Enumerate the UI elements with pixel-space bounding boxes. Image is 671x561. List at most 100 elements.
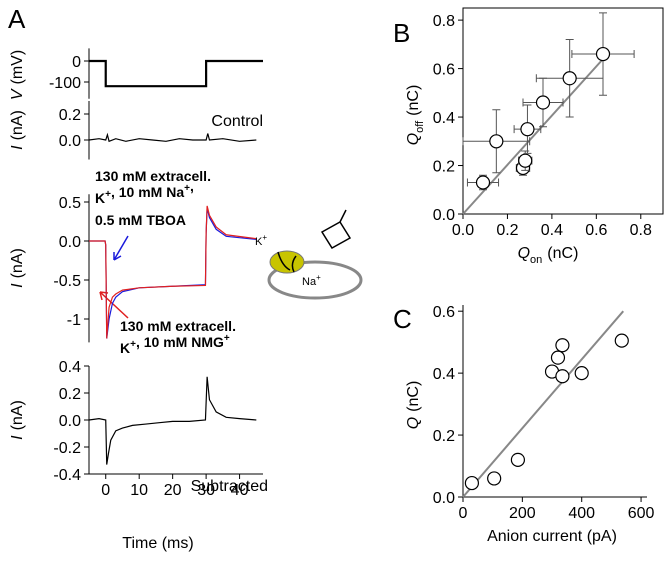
y-axis-title: I (nA)	[9, 248, 26, 288]
text-part: (mV)	[9, 50, 26, 85]
x-tick-label: 20	[164, 482, 182, 499]
y-tick-label: 0.2	[433, 428, 455, 445]
panel: A 0 -100	[8, 4, 263, 99]
text-part: I	[9, 283, 26, 288]
point	[489, 134, 504, 149]
x-tick-label: 0	[101, 482, 110, 499]
y-tick-label: 0.0	[59, 234, 81, 251]
trace	[88, 132, 257, 143]
y-tick-label: -0.2	[53, 440, 81, 457]
point	[555, 369, 570, 384]
annotation: 0.5 mM TBOA	[95, 212, 186, 228]
diagram-label: Na+	[302, 273, 321, 288]
y-tick-label: -100	[49, 75, 81, 92]
flux-arrows	[277, 251, 297, 273]
y-tick-label: 0.4	[433, 366, 455, 383]
text-part: , 10 mM NMG	[136, 334, 224, 350]
x-tick-label: 10	[130, 482, 148, 499]
text-part: I	[9, 435, 26, 440]
x-tick-label: 0.2	[496, 222, 518, 239]
cell-diagram	[267, 209, 363, 300]
text-part: K	[255, 236, 263, 248]
y-tick-label: 0.4	[433, 110, 455, 127]
text-part: (nA)	[9, 110, 26, 140]
y-tick-label: 0	[72, 54, 81, 71]
point	[555, 338, 570, 353]
x-tick-label: 0.6	[585, 222, 607, 239]
y-axis-title: V (mV)	[9, 50, 26, 100]
text-part: Q	[518, 245, 530, 262]
text-part: 130 mM extracell.	[120, 318, 236, 334]
y-tick-label: 0.6	[433, 304, 455, 321]
panel-label: A	[8, 4, 26, 34]
text-part: 130 mM extracell.	[95, 168, 211, 184]
y-axis-title: Q (nC)	[405, 381, 422, 430]
x-tick-label: 0.4	[541, 222, 563, 239]
transporter	[269, 250, 305, 274]
diagram-label: K+	[255, 233, 267, 248]
text-part: +	[130, 339, 136, 350]
text-part: V	[9, 88, 26, 100]
fit-line	[462, 310, 625, 498]
text-part: (nC)	[547, 245, 578, 262]
y-tick-label: -1	[67, 312, 81, 329]
trace	[89, 59, 263, 88]
text-part: , 10 mM Na	[111, 184, 184, 200]
y-tick-label: 0.0	[433, 490, 455, 507]
point	[520, 122, 535, 137]
y-axis-title: I (nA)	[9, 400, 26, 440]
text-part: +	[105, 189, 111, 200]
x-tick-label: 600	[628, 505, 655, 522]
y-tick-label: 0.2	[59, 386, 81, 403]
y-tick-label: 0.4	[59, 359, 81, 376]
point	[464, 475, 480, 491]
x-tick-label: 40	[231, 482, 249, 499]
y-tick-label: 0.5	[59, 195, 81, 212]
trace	[89, 205, 257, 339]
annotation: Control	[211, 113, 263, 130]
trace	[88, 376, 257, 465]
x-tick-label: 400	[568, 505, 595, 522]
y-tick-label: 0.8	[433, 13, 455, 30]
pipette	[320, 209, 352, 250]
y-tick-label: 0.0	[433, 207, 455, 224]
text-part: +	[184, 183, 190, 194]
y-tick-label: -0.5	[53, 273, 81, 290]
point	[595, 46, 611, 62]
text-part: 0.5 mM TBOA	[95, 212, 186, 228]
annotation: Subtracted	[191, 478, 268, 495]
point	[475, 175, 491, 190]
x-tick-label: 0.8	[630, 222, 652, 239]
text-part: (nC)	[405, 85, 422, 116]
x-tick-label: 30	[197, 482, 215, 499]
point	[510, 452, 526, 467]
annotation: 130 mM extracell.	[95, 168, 211, 184]
y-tick-label: 0.0	[59, 413, 81, 430]
cell	[267, 260, 363, 300]
text-part: (nA)	[9, 248, 26, 278]
point	[614, 333, 629, 348]
point	[574, 366, 589, 381]
annotation: K+, 10 mM Na+,	[95, 178, 194, 206]
panel: 0.2 0.0 Control	[59, 101, 263, 160]
y-axis-title: I (nA)	[9, 110, 26, 150]
point	[550, 350, 566, 365]
panel: C 0.0 0.2 0.4 0.6 0 200 400 600	[393, 304, 655, 522]
plot-frame	[462, 7, 664, 215]
point	[518, 153, 533, 168]
x-axis-title: Qon (nC)	[518, 245, 579, 266]
x-axis-title: Time (ms)	[122, 535, 193, 552]
y-tick-label: 0.6	[433, 62, 455, 79]
text-part: K	[95, 190, 105, 206]
blue-arrow	[113, 235, 129, 261]
point	[562, 71, 577, 86]
y-tick-label: 0.2	[433, 159, 455, 176]
text-part: +	[224, 333, 230, 344]
panel: B 0.0 0.2 0.4 0.6 0.8 0.0 0.2 0.4 0.6 0.8	[393, 7, 664, 239]
x-axis-title: Anion current (pA)	[487, 528, 617, 545]
panel-label: C	[393, 304, 412, 334]
text-part: I	[9, 145, 26, 150]
